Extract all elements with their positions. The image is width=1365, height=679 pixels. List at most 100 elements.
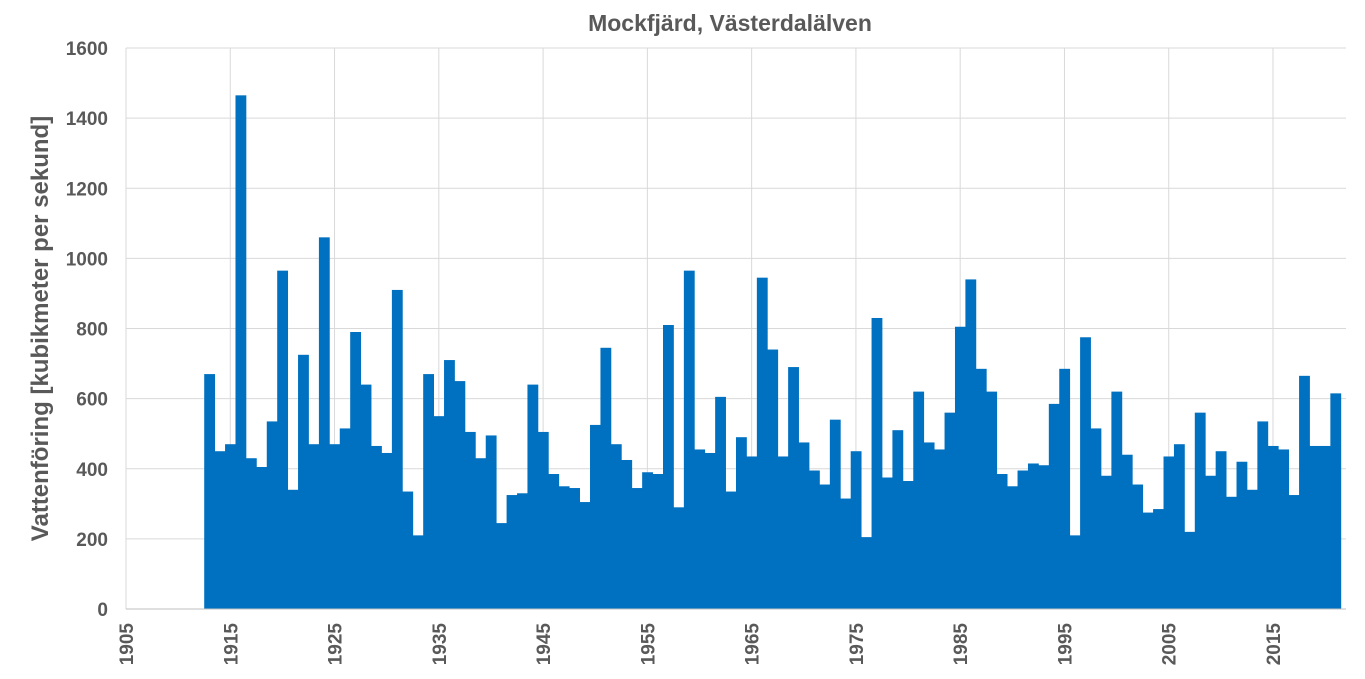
data-bar [287,489,299,609]
data-bar [1100,475,1112,609]
data-bar [600,347,612,609]
data-bar [1226,496,1237,609]
data-bar [850,451,862,609]
data-bar [391,289,403,609]
data-bar [694,449,706,609]
data-bar [819,484,831,609]
chart-title: Mockfjärd, Västerdalälven [588,10,872,36]
data-bar [537,431,549,609]
data-bar [1121,454,1133,609]
data-bar [736,437,747,609]
data-bar [934,449,945,609]
x-tick-label: 1985 [951,623,972,666]
data-bar [1299,375,1310,609]
data-bar [235,95,247,610]
data-bar [1236,461,1248,609]
data-bar [1153,509,1164,609]
data-bar [621,459,633,609]
data-bar [1132,484,1144,609]
data-bar [298,354,309,609]
data-bar [1038,465,1050,609]
data-bar [673,507,685,609]
y-tick-label: 1400 [66,109,108,130]
data-bar [496,523,507,609]
data-bar [652,474,664,609]
data-bar [631,488,643,609]
data-bar [308,444,320,609]
data-bar [881,477,893,609]
data-bar [256,466,268,609]
data-bar [1027,463,1039,609]
data-bar [433,416,445,609]
x-tick-label: 1965 [743,623,764,666]
data-bar [777,456,789,609]
data-bar [1288,495,1300,609]
data-bar [444,360,455,609]
data-bar [360,384,372,609]
x-tick-label: 1935 [430,623,451,666]
data-bar [1059,368,1071,609]
data-bar [558,486,570,609]
data-bar [527,384,539,609]
data-bar [1007,486,1018,609]
x-tick-label: 2015 [1264,623,1285,666]
data-bar [1205,475,1217,609]
data-bar [266,421,278,609]
y-tick-label: 600 [76,390,108,411]
data-bar [683,270,695,609]
data-bar [454,381,466,609]
y-tick-label: 200 [76,530,108,551]
data-bar [1278,449,1290,609]
x-tick-label: 1905 [117,623,138,666]
data-bar [329,444,341,609]
data-bar [996,474,1008,609]
data-bar [402,491,414,609]
y-tick-label: 400 [76,460,108,481]
data-bar [381,452,393,609]
data-bar [715,396,726,609]
data-bar [902,481,914,609]
data-bar [829,419,841,609]
data-bar [944,412,956,609]
data-bar [464,431,476,609]
x-tick-label: 1955 [638,623,659,666]
data-bar [913,391,925,609]
data-bar [548,474,560,609]
y-tick-label: 1600 [66,39,108,60]
data-bar [1330,393,1342,609]
y-tick-label: 1000 [66,249,108,270]
data-bar [204,374,216,609]
data-bar [986,391,998,609]
data-bar [1173,444,1185,609]
data-bar [965,279,977,609]
data-bar [1069,535,1081,609]
data-bar [923,442,935,609]
data-bar [506,495,518,609]
data-bar [1194,412,1206,609]
data-bar [1142,512,1154,609]
data-bar [569,488,580,609]
data-bar [1048,403,1060,609]
data-bar [485,435,497,609]
data-bar [277,270,289,609]
y-axis-title: Vattenföring [kubikmeter per sekund] [27,116,54,541]
data-bar [610,444,622,609]
data-bar [767,349,779,609]
data-bar [861,537,872,609]
data-bar [642,472,653,609]
data-bar [871,317,883,609]
data-bar [954,326,966,609]
data-bar [1267,445,1279,609]
data-bar [245,458,257,609]
x-tick-label: 2005 [1160,623,1181,666]
data-bar [214,451,226,609]
data-bar [517,493,528,609]
data-bar [663,324,674,609]
y-tick-label: 1200 [66,179,108,200]
data-bar [1246,489,1258,609]
data-bar [1111,391,1123,609]
data-bar [756,277,768,609]
data-bar [423,374,435,609]
data-bar [1163,456,1175,609]
